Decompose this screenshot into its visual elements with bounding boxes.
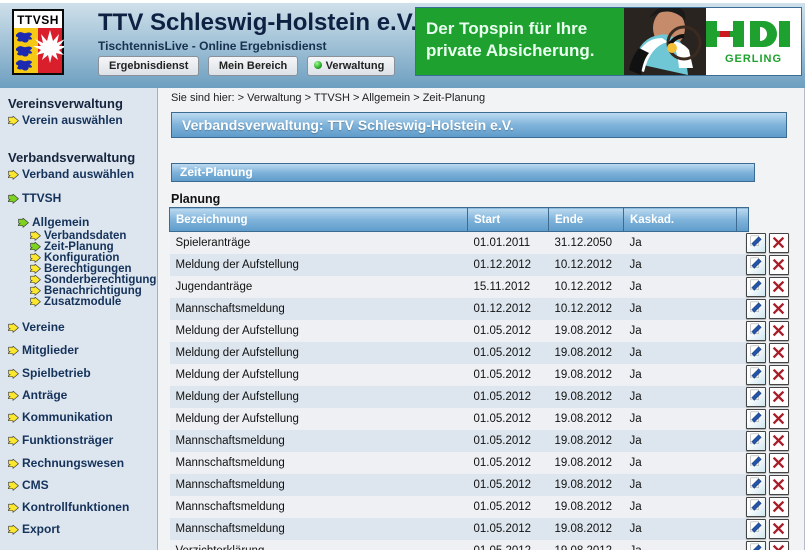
svg-text:TTVSH: TTVSH xyxy=(17,13,59,27)
